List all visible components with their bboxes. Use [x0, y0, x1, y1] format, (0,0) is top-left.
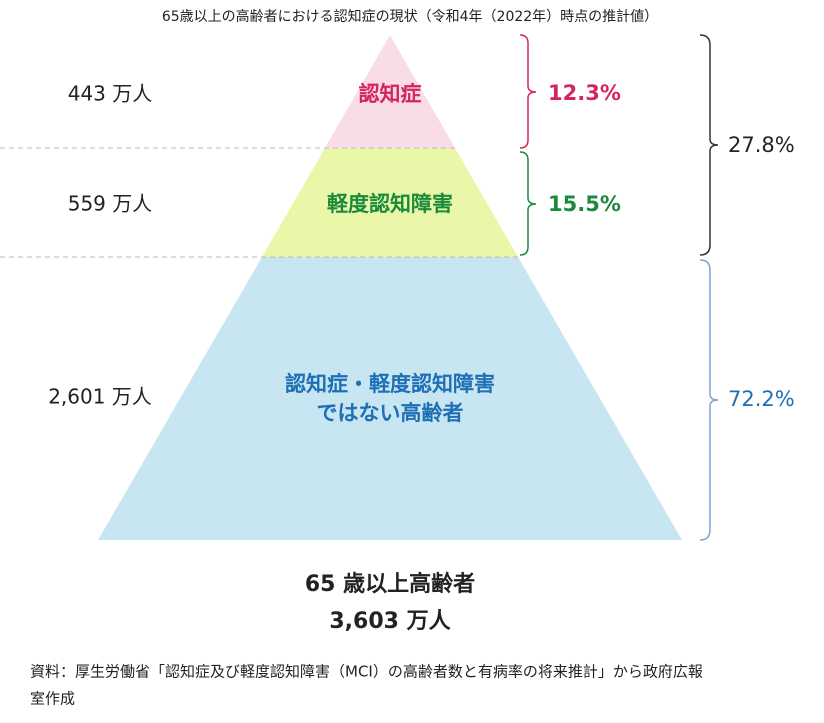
percent: 15.5%	[548, 192, 621, 216]
percent: 27.8%	[728, 133, 795, 157]
brace	[519, 34, 537, 149]
count: 2,601 万人	[48, 385, 152, 409]
total-label: 65 歳以上高齢者	[305, 571, 475, 597]
total-count: 3,603 万人	[329, 609, 450, 634]
layer-dementia	[325, 35, 455, 148]
percent: 12.3%	[548, 81, 621, 105]
layer-name: 認知症	[359, 82, 422, 106]
title: 65歳以上の高齢者における認知症の現状（令和4年（2022年）時点の推計値）	[162, 8, 658, 25]
percent: 72.2%	[728, 387, 795, 411]
brace	[699, 34, 719, 256]
source: 室作成	[30, 690, 75, 708]
layer-mci	[262, 148, 518, 257]
brace	[519, 151, 537, 256]
count: 559 万人	[68, 192, 153, 216]
layer-healthy	[98, 257, 682, 540]
source: 資料：厚生労働省「認知症及び軽度認知障害（MCI）の高齢者数と有病率の将来推計」…	[30, 663, 703, 681]
layer-name: ではない高齢者	[317, 401, 464, 425]
layer-name: 軽度認知障害	[327, 192, 453, 216]
brace	[699, 259, 719, 541]
layer-name: 認知症・軽度認知障害	[285, 372, 495, 396]
count: 443 万人	[68, 82, 153, 106]
